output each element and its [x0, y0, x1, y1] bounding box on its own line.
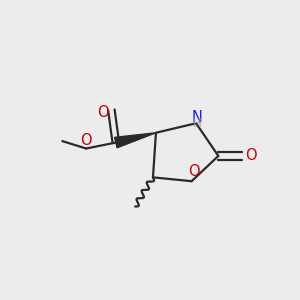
Text: O: O — [244, 148, 256, 163]
Polygon shape — [115, 133, 156, 148]
Text: H: H — [193, 117, 202, 130]
Text: O: O — [97, 105, 108, 120]
Text: O: O — [80, 133, 91, 148]
Text: O: O — [188, 164, 200, 179]
Text: N: N — [192, 110, 203, 125]
